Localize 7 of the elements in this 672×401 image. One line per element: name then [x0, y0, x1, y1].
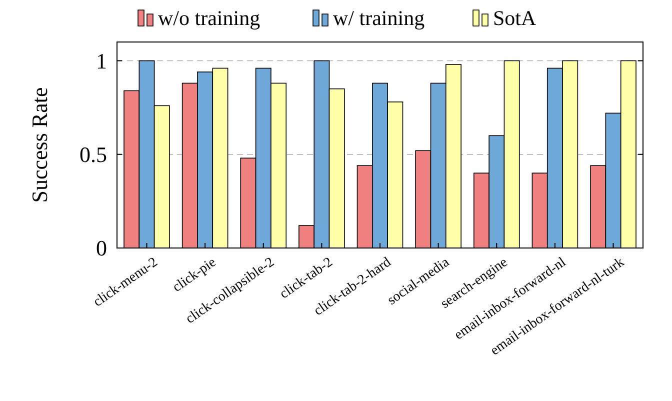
- legend-label: SotA: [493, 6, 538, 30]
- y-tick-label: 1: [96, 48, 107, 74]
- legend-label: w/ training: [333, 6, 426, 30]
- y-axis-title: Success Rate: [27, 87, 52, 203]
- legend-label: w/o training: [158, 6, 261, 30]
- y-tick-label: 0: [96, 236, 107, 261]
- y-tick-label: 0.5: [80, 142, 107, 168]
